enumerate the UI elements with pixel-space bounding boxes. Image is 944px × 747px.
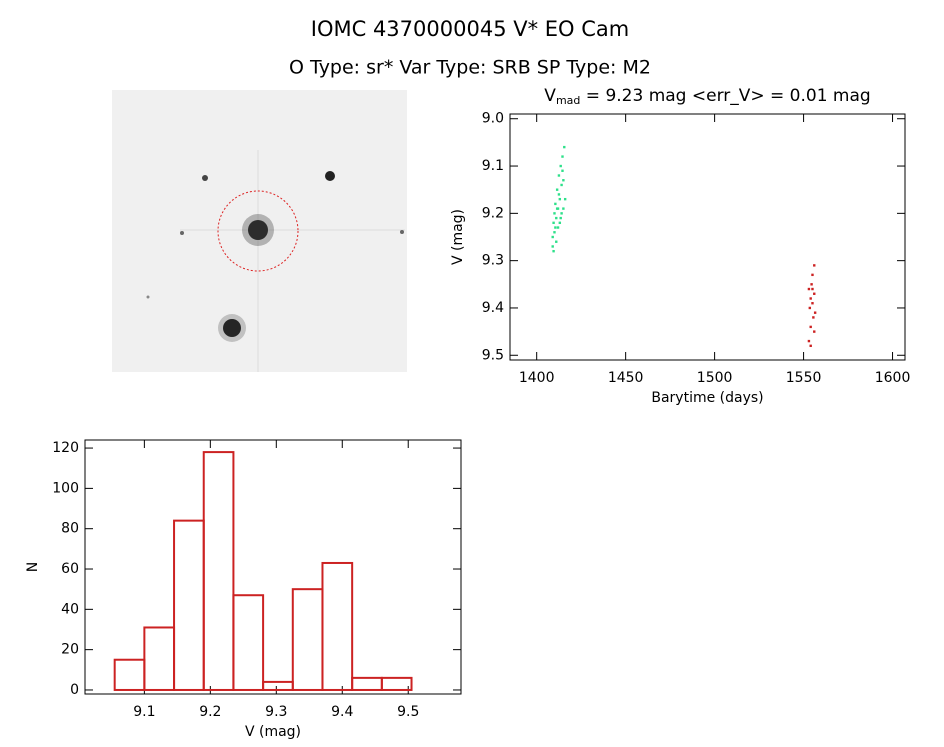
point xyxy=(551,245,554,248)
y-tick-label: 9.3 xyxy=(482,253,504,269)
y-tick-label: 120 xyxy=(52,440,79,456)
x-tick-label: 9.5 xyxy=(397,704,419,720)
x-tick-label: 9.4 xyxy=(331,704,353,720)
bar xyxy=(351,676,383,691)
y-tick-label: 60 xyxy=(61,561,79,577)
point xyxy=(813,311,817,314)
point xyxy=(556,226,560,229)
bar xyxy=(262,680,294,691)
page-subtitle: O Type: sr* Var Type: SRB SP Type: M2 xyxy=(289,57,651,79)
page-title: IOMC 4370000045 V* EO Cam xyxy=(311,17,629,41)
y-tick-label: 0 xyxy=(70,682,79,698)
x-tick-label: 1500 xyxy=(697,370,733,386)
point xyxy=(809,297,812,300)
bar xyxy=(291,588,324,691)
point xyxy=(813,330,816,333)
y-tick-label: 20 xyxy=(61,642,79,658)
sky-image xyxy=(112,90,407,372)
point xyxy=(807,287,811,291)
point xyxy=(561,169,564,172)
point xyxy=(555,188,559,191)
point xyxy=(813,264,816,267)
y-tick-label: 9.0 xyxy=(482,111,504,127)
point xyxy=(555,240,558,243)
point xyxy=(557,193,561,196)
x-axis-label: V (mag) xyxy=(245,724,301,740)
x-tick-label: 1450 xyxy=(608,370,644,386)
point xyxy=(562,179,565,182)
point xyxy=(559,164,562,168)
point xyxy=(562,207,565,210)
bar xyxy=(321,561,354,691)
point xyxy=(811,273,814,277)
y-tick-label: 9.4 xyxy=(482,300,504,316)
point xyxy=(553,231,556,234)
y-tick-label: 80 xyxy=(61,521,79,537)
y-tick-label: 40 xyxy=(61,601,79,617)
point xyxy=(555,216,558,220)
point xyxy=(813,292,816,295)
y-tick-label: 9.5 xyxy=(482,347,504,363)
point xyxy=(809,344,812,348)
point xyxy=(558,197,562,201)
point xyxy=(554,202,557,206)
point xyxy=(560,212,563,215)
x-tick-label: 1600 xyxy=(875,370,911,386)
point xyxy=(811,302,814,305)
y-axis-label: V (mag) xyxy=(450,209,466,265)
x-axis-label: Barytime (days) xyxy=(651,390,763,406)
title-part: V xyxy=(544,86,556,106)
bar xyxy=(380,676,413,691)
plot-frame xyxy=(509,113,906,361)
y-axis-label: N xyxy=(25,562,41,572)
point xyxy=(808,306,812,310)
point xyxy=(555,207,559,210)
y-tick-label: 100 xyxy=(52,480,79,496)
point xyxy=(558,221,562,225)
point xyxy=(561,155,564,158)
bar xyxy=(143,626,176,691)
x-tick-label: 9.1 xyxy=(133,704,155,720)
bar xyxy=(113,658,146,691)
point xyxy=(809,325,812,329)
bar xyxy=(232,594,265,691)
chart-title: Vmad = 9.23 mag <err_V> = 0.01 mag xyxy=(544,86,870,107)
title-part: = 9.23 mag <err_V> = 0.01 mag xyxy=(580,86,870,106)
point xyxy=(559,216,562,220)
x-tick-label: 9.2 xyxy=(199,704,221,720)
point xyxy=(557,174,561,177)
point xyxy=(551,235,554,239)
point xyxy=(811,287,814,291)
point xyxy=(552,249,555,253)
point xyxy=(554,226,557,229)
point xyxy=(810,283,813,286)
title-part: mad xyxy=(556,94,580,107)
y-tick-label: 9.2 xyxy=(482,205,504,221)
x-tick-label: 9.3 xyxy=(265,704,287,720)
bar xyxy=(202,451,235,691)
point xyxy=(560,183,563,187)
point xyxy=(563,197,567,201)
plot-frame xyxy=(84,439,462,695)
x-tick-label: 1400 xyxy=(519,370,555,386)
point xyxy=(552,221,555,225)
point xyxy=(807,339,811,343)
point xyxy=(553,212,556,215)
x-tick-label: 1550 xyxy=(786,370,822,386)
bar xyxy=(173,519,205,691)
y-tick-label: 9.1 xyxy=(482,158,504,174)
point xyxy=(563,145,566,149)
point xyxy=(812,316,815,319)
